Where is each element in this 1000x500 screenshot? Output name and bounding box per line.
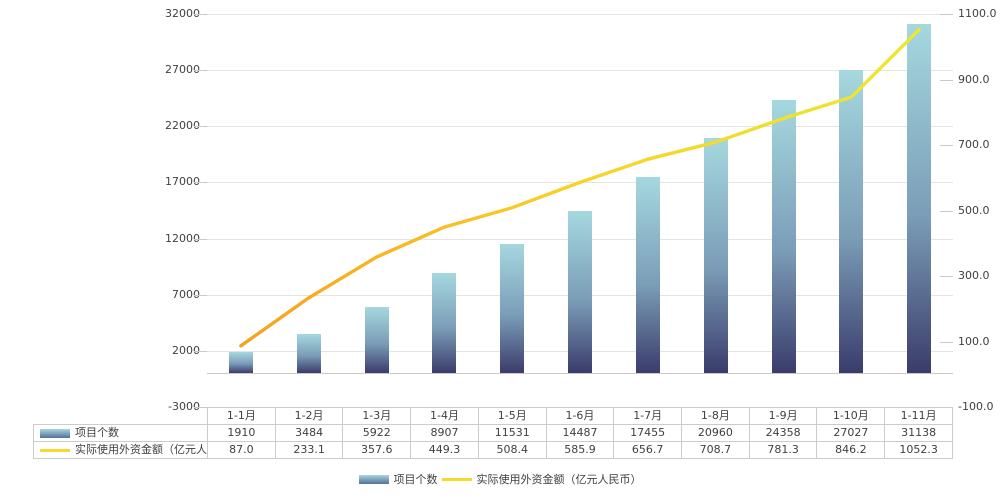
- table-capital-value-cell: 781.3: [748, 441, 818, 459]
- table-projects-value-cell: 20960: [681, 424, 750, 442]
- y-axis-left-tick: [194, 294, 207, 296]
- y-axis-left-tick: [194, 407, 207, 408]
- y-axis-right-tick: [940, 14, 953, 15]
- table-projects-value-cell: 3484: [274, 424, 344, 442]
- bar-1-5月: [500, 243, 525, 374]
- table-capital-value-cell: 233.1: [274, 441, 344, 459]
- table-projects-value-cell: 27027: [816, 424, 886, 442]
- y-axis-right-tick-label: 300.0: [958, 269, 990, 282]
- data-table: 1-1月 1-2月 1-3月 1-4月 1-5月 1-6月 1-7月 1-8月 1-9月 1-10…: [33, 407, 953, 459]
- table-category-cell: 1-4月: [410, 407, 479, 425]
- legend-item-projects: 项目个数: [358, 471, 438, 487]
- table-capital-value-cell: 449.3: [410, 441, 479, 459]
- bar-1-2月: [296, 334, 321, 374]
- table-category-cell: 1-8月: [681, 407, 750, 425]
- bar-series-swatch-icon: [40, 428, 70, 438]
- y-axis-left-tick-label: -3000: [168, 400, 200, 413]
- table-legend-capital: 实际使用外资金额（亿元人民币）: [33, 441, 208, 459]
- gridline: [207, 14, 953, 15]
- table-projects-value-cell: 11531: [477, 424, 547, 442]
- y-axis-right-tick: [940, 145, 953, 146]
- y-axis-right-tick: [940, 341, 953, 343]
- chart-legend: 项目个数 实际使用外资金额（亿元人民币）: [0, 471, 1000, 487]
- y-axis-left-tick-label: 22000: [165, 119, 200, 133]
- bar-1-4月: [432, 273, 457, 374]
- y-axis-left-tick-label: 2000: [172, 343, 200, 357]
- y-axis-left-tick-label: 27000: [165, 63, 200, 77]
- table-category-cell: 1-5月: [477, 407, 547, 425]
- y-axis-left-tick-label: 32000: [165, 7, 200, 20]
- table-capital-value-cell: 1052.3: [884, 441, 953, 459]
- y-axis-left-tick: [194, 14, 207, 15]
- table-projects-value-cell: 24358: [748, 424, 818, 442]
- table-category-cell: 1-6月: [545, 407, 615, 425]
- table-category-cell: 1-3月: [342, 407, 412, 425]
- bar-1-6月: [568, 210, 592, 374]
- legend-item-capital: 实际使用外资金额（亿元人民币）: [441, 471, 642, 487]
- table-capital-value-cell: 846.2: [816, 441, 886, 459]
- table-category-cell: 1-9月: [748, 407, 818, 425]
- legend-label-capital: 实际使用外资金额（亿元人民币）: [476, 473, 642, 486]
- bar-1-8月: [703, 138, 728, 374]
- table-row-categories: 1-1月 1-2月 1-3月 1-4月 1-5月 1-6月 1-7月 1-8月 1-9月 1-10…: [34, 407, 953, 425]
- bar-1-11月: [907, 23, 932, 374]
- bar-1-10月: [839, 69, 864, 374]
- y-axis-right-tick: [940, 210, 953, 212]
- y-axis-right-tick-label: 500.0: [958, 203, 990, 217]
- table-category-cell: 1-1月: [207, 407, 276, 425]
- bar-series-label: 项目个数: [75, 426, 119, 439]
- y-axis-left-tick-label: 12000: [165, 231, 200, 245]
- y-axis-left-tick: [194, 70, 207, 72]
- table-capital-value-cell: 656.7: [613, 441, 683, 459]
- legend-label-projects: 项目个数: [393, 473, 438, 486]
- bar-1-1月: [228, 351, 253, 374]
- y-axis-left-tick-label: 17000: [165, 175, 200, 189]
- table-capital-value-cell: 87.0: [207, 441, 276, 459]
- y-axis-left-tick: [194, 126, 207, 128]
- table-row-projects: 项目个数 1910 3484 5922 8907 11531 14487 17455 2096…: [33, 424, 953, 442]
- table-category-cell: 1-11月: [884, 407, 953, 425]
- bar-1-9月: [771, 99, 796, 374]
- table-capital-value-cell: 357.6: [342, 441, 412, 459]
- table-legend-projects: 项目个数: [33, 424, 208, 442]
- table-category-cell: 1-10月: [816, 407, 886, 425]
- table-row-capital: 实际使用外资金额（亿元人民币） 87.0233.1357.6449.3508.4…: [33, 441, 953, 459]
- y-axis-right-tick: [940, 79, 953, 81]
- line-legend-swatch-icon: [441, 477, 472, 481]
- y-axis-left-tick: [194, 350, 207, 352]
- table-category-cell: 1-7月: [613, 407, 683, 425]
- table-capital-value-cell: 708.7: [681, 441, 750, 459]
- bar-1-3月: [364, 306, 389, 374]
- y-axis-left-tick-label: 7000: [172, 287, 200, 301]
- table-projects-value-cell: 1910: [207, 424, 276, 442]
- line-series-swatch-icon: [40, 448, 70, 452]
- table-capital-value-cell: 508.4: [477, 441, 547, 459]
- y-axis-left-tick: [194, 182, 207, 184]
- table-projects-value-cell: 5922: [342, 424, 412, 442]
- line-series-label: 实际使用外资金额（亿元人民币）: [75, 443, 207, 456]
- bar-1-7月: [635, 177, 660, 374]
- table-projects-value-cell: 31138: [884, 424, 953, 442]
- bar-legend-swatch-icon: [358, 474, 389, 484]
- table-projects-value-cell: 17455: [613, 424, 683, 442]
- y-axis-right-tick-label: 1100.0: [958, 7, 997, 20]
- table-projects-value-cell: 8907: [410, 424, 479, 442]
- zero-axis-line: [207, 373, 953, 375]
- table-capital-value-cell: 585.9: [545, 441, 615, 459]
- y-axis-right-tick: [940, 276, 953, 277]
- table-corner-cell: [34, 408, 208, 425]
- y-axis-right-tick-label: 100.0: [958, 334, 990, 348]
- y-axis-right-tick-label: 700.0: [958, 138, 990, 151]
- y-axis-right-tick-label: 900.0: [958, 72, 990, 86]
- y-axis-right-tick-label: -100.0: [958, 400, 994, 413]
- table-category-cell: 1-2月: [274, 407, 344, 425]
- table-projects-value-cell: 14487: [545, 424, 615, 442]
- y-axis-left-tick: [194, 238, 207, 240]
